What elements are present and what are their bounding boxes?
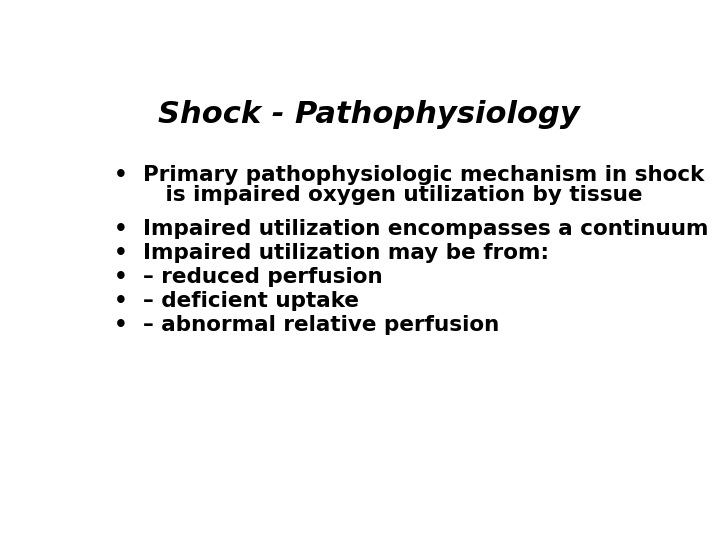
Text: •: • xyxy=(114,165,127,185)
Text: – reduced perfusion: – reduced perfusion xyxy=(143,267,382,287)
Text: Primary pathophysiologic mechanism in shock: Primary pathophysiologic mechanism in sh… xyxy=(143,165,704,185)
Text: •: • xyxy=(114,219,127,239)
Text: – deficient uptake: – deficient uptake xyxy=(143,291,359,311)
Text: •: • xyxy=(114,267,127,287)
Text: Impaired utilization encompasses a continuum: Impaired utilization encompasses a conti… xyxy=(143,219,708,239)
Text: is impaired oxygen utilization by tissue: is impaired oxygen utilization by tissue xyxy=(143,185,642,205)
Text: •: • xyxy=(114,243,127,263)
Text: – abnormal relative perfusion: – abnormal relative perfusion xyxy=(143,315,499,335)
Text: •: • xyxy=(114,291,127,311)
Text: •: • xyxy=(114,315,127,335)
Text: Shock - Pathophysiology: Shock - Pathophysiology xyxy=(158,100,580,129)
Text: Impaired utilization may be from:: Impaired utilization may be from: xyxy=(143,243,549,263)
